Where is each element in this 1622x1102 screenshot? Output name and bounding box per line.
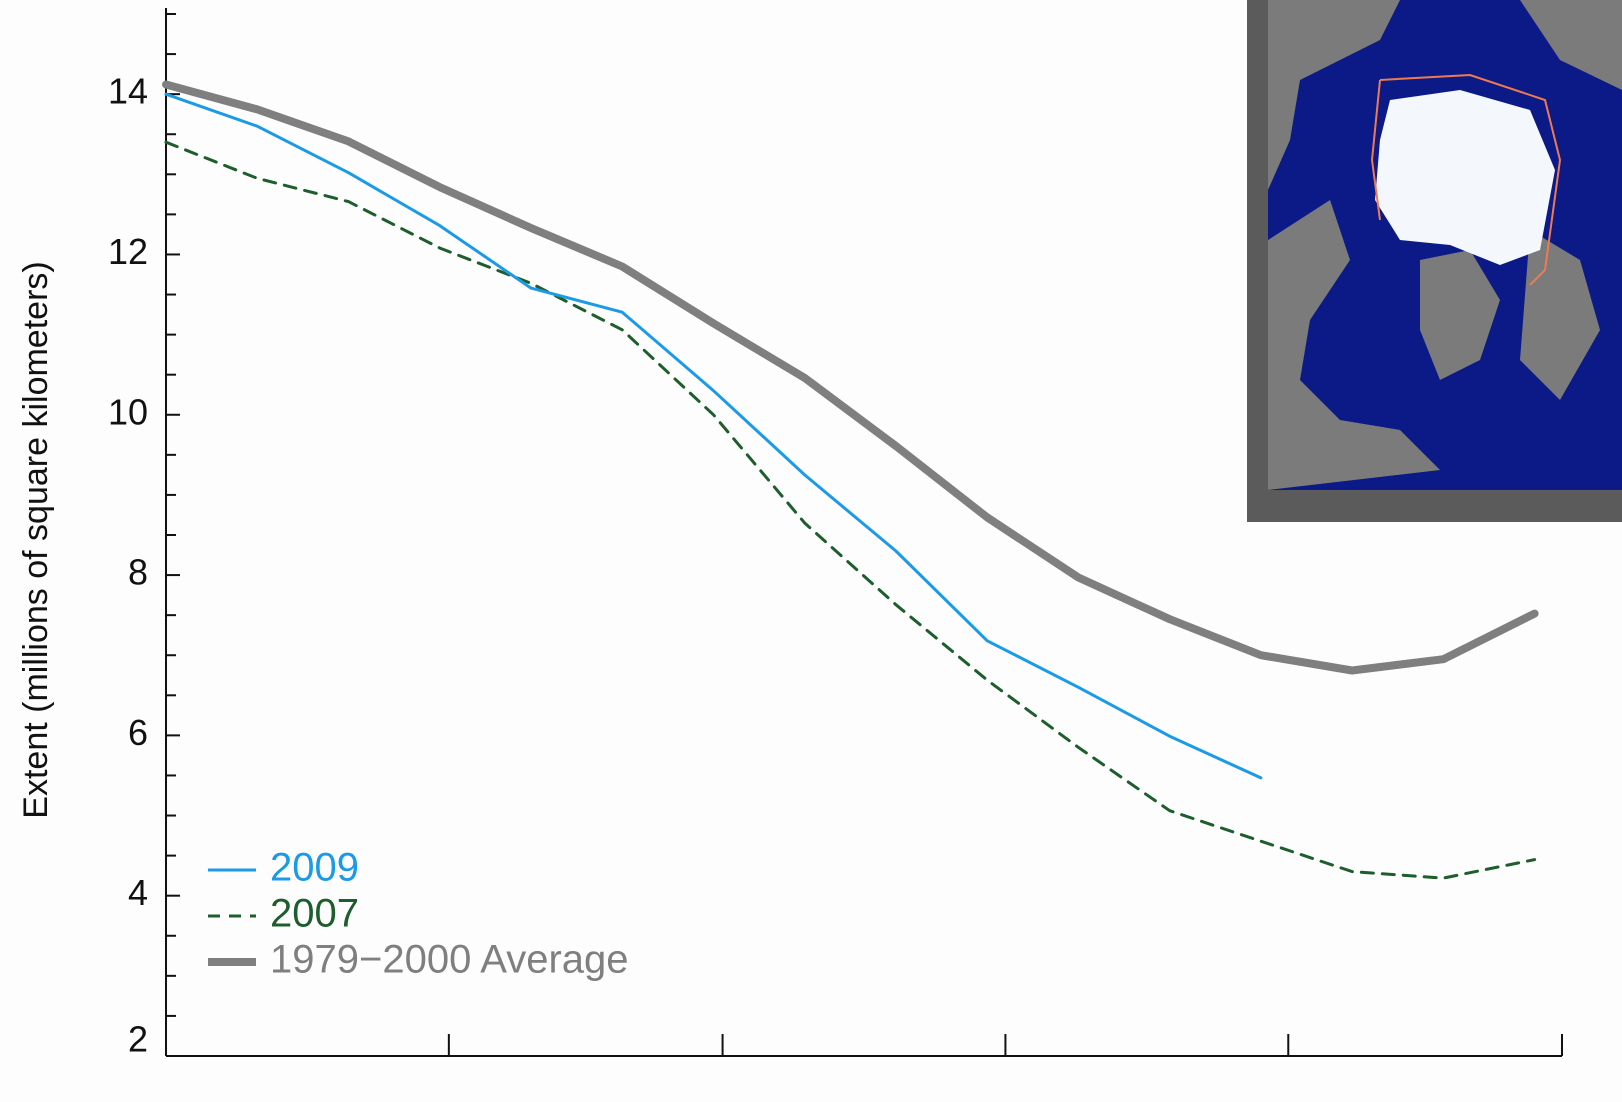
map-inset xyxy=(1247,0,1622,522)
y-axis-label: Extent (millions of square kilometers) xyxy=(17,261,55,818)
y-tick-label: 4 xyxy=(128,872,148,913)
y-tick-label: 14 xyxy=(108,71,148,112)
legend-label: 1979−2000 Average xyxy=(270,938,629,982)
y-tick-label: 10 xyxy=(108,391,148,432)
y-tick-label: 12 xyxy=(108,231,148,272)
y-tick-label: 2 xyxy=(128,1019,148,1060)
y-tick-label: 8 xyxy=(128,552,148,593)
legend-label: 2007 xyxy=(270,892,359,936)
chart: Extent (millions of square kilometers) 2… xyxy=(0,0,1622,1102)
legend-label: 2009 xyxy=(270,846,359,890)
y-tick-label: 6 xyxy=(128,712,148,753)
